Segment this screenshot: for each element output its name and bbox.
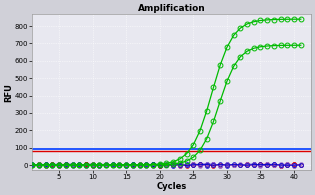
Title: Amplification: Amplification — [138, 4, 205, 13]
Y-axis label: RFU: RFU — [4, 83, 13, 102]
X-axis label: Cycles: Cycles — [157, 182, 187, 191]
